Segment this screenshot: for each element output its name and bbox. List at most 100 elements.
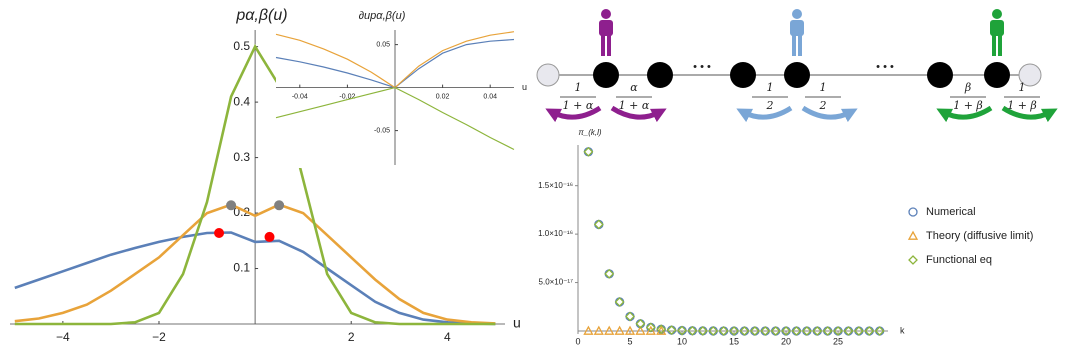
y-tick-label: 0.1 xyxy=(233,261,250,275)
x-tick-label: −2 xyxy=(152,330,166,344)
derivative-inset: -0.04 -0.02 0.02 0.04 -0.05 0.05 ∂upα,β(u) u xyxy=(275,10,527,168)
walker-icon xyxy=(599,9,613,56)
marker-circle xyxy=(666,325,677,335)
x-tick-label: 5 xyxy=(628,336,633,346)
site xyxy=(984,62,1010,88)
marker-triangle xyxy=(624,325,636,335)
x-tick-label: 0 xyxy=(575,336,580,346)
marker-diamond xyxy=(687,325,698,336)
y-tick-label: 0.5 xyxy=(233,39,250,53)
marker-diamond xyxy=(645,322,656,333)
y-tick-label: 5.0×10⁻¹⁷ xyxy=(539,278,574,287)
marker-circle xyxy=(604,269,614,279)
x-tick-label: 0.04 xyxy=(483,93,497,100)
marker-diamond xyxy=(853,326,864,336)
marker-triangle xyxy=(604,325,615,335)
marker-triangle xyxy=(645,325,656,335)
fraction-numerator: 1 xyxy=(1019,81,1026,94)
marker-diamond xyxy=(614,297,625,307)
fraction-numerator: 1 xyxy=(575,81,582,94)
data-line xyxy=(275,86,515,151)
fraction-numerator: α xyxy=(630,81,638,94)
site xyxy=(647,62,673,88)
x-tick-label: -0.04 xyxy=(292,93,308,100)
marker-diamond xyxy=(635,318,646,329)
chart-title: ∂upα,β(u) xyxy=(359,10,406,22)
marker-diamond xyxy=(729,326,739,336)
marker-diamond xyxy=(677,325,687,336)
fraction-numerator: 1 xyxy=(820,81,827,94)
marker-diamond xyxy=(625,311,635,322)
y-tick-label: 1.0×10⁻¹⁶ xyxy=(538,229,573,238)
walker-icon xyxy=(990,9,1004,56)
fraction-denominator: 2 xyxy=(766,99,774,112)
y-tick-label: 1.5×10⁻¹⁶ xyxy=(538,181,573,190)
boundary-site xyxy=(536,63,560,87)
legend-label: Numerical xyxy=(926,206,976,218)
fraction-numerator: 1 xyxy=(767,81,774,94)
fraction-numerator: β xyxy=(964,81,971,94)
marker-diamond xyxy=(697,325,708,336)
marker-point xyxy=(264,231,275,242)
y-tick-label: 0.4 xyxy=(233,94,250,108)
y-tick-label: 0.05 xyxy=(376,41,390,48)
legend-marker xyxy=(907,230,919,240)
y-tick-label: -0.05 xyxy=(374,127,390,134)
x-tick-label: −4 xyxy=(56,330,70,344)
x-tick-label: -0.02 xyxy=(339,93,355,100)
x-tick-label: 0.02 xyxy=(436,93,450,100)
marker-diamond xyxy=(718,326,729,336)
ellipsis: • • • xyxy=(693,61,711,73)
marker-diamond xyxy=(843,326,854,336)
marker-point xyxy=(274,200,285,211)
x-axis-label: u xyxy=(522,82,527,92)
marker-triangle xyxy=(635,325,646,335)
marker-circle xyxy=(583,147,594,157)
site xyxy=(730,62,756,88)
legend-marker xyxy=(908,207,918,217)
marker-triangle xyxy=(593,325,604,335)
marker-diamond xyxy=(604,268,615,279)
marker-diamond xyxy=(791,326,802,336)
marker-diamond xyxy=(801,326,812,336)
x-axis-label: u xyxy=(513,315,521,331)
marker-diamond xyxy=(583,146,594,157)
legend-label: Functional eq xyxy=(926,254,992,266)
x-axis-label: k xyxy=(900,325,905,335)
site xyxy=(593,62,619,88)
hop-arrow xyxy=(936,105,993,123)
ellipsis: • • • xyxy=(876,61,894,73)
walker-icon xyxy=(790,9,804,56)
chart-title: π_(k,l) xyxy=(578,128,601,137)
chart-title: pα,β(u) xyxy=(235,7,287,24)
hop-arrow xyxy=(1001,105,1058,123)
fraction-denominator: 1 + α xyxy=(619,99,650,112)
marker-circle xyxy=(625,311,635,322)
marker-diamond xyxy=(833,326,843,336)
density-chart: −4 −2 2 40.10.20.30.40.5pα,β(u)u xyxy=(10,7,521,344)
fraction-denominator: 1 + β xyxy=(953,99,983,112)
marker-diamond xyxy=(666,325,677,336)
x-tick-label: 20 xyxy=(781,336,791,346)
marker-diamond xyxy=(739,326,750,336)
hop-arrow xyxy=(610,105,667,123)
y-tick-label: 0.3 xyxy=(233,150,250,164)
x-tick-label: 4 xyxy=(444,330,451,344)
marker-diamond xyxy=(864,326,875,336)
marker-point xyxy=(214,228,225,239)
chain-diagram: • • • • • • 1 1 + α α 1 + α 1 2 1 2 β 1 + β 1 1 + β xyxy=(536,9,1058,123)
marker-triangle xyxy=(614,325,625,335)
marker-circle xyxy=(594,219,604,230)
data-line xyxy=(14,43,496,326)
marker-diamond xyxy=(781,326,791,336)
inset-background xyxy=(276,26,516,168)
site xyxy=(927,62,953,88)
marker-diamond xyxy=(760,326,771,336)
marker-circle xyxy=(614,297,625,307)
stationary-chart: 0 5 10 15 20 25 5.0×10⁻¹⁷ 1.0×10⁻¹⁶ 1.5×10⁻¹⁶ Num… xyxy=(538,128,1033,346)
hop-arrow xyxy=(736,105,793,123)
marker-diamond xyxy=(749,326,760,336)
marker-triangle xyxy=(583,325,594,335)
marker-diamond xyxy=(593,219,604,230)
